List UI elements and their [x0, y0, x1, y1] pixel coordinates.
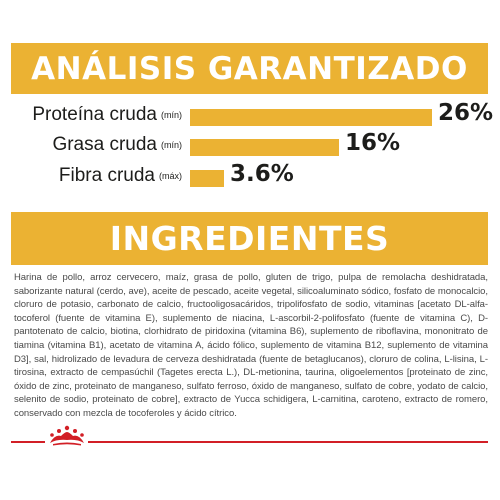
row-label: Grasa cruda (mín) — [52, 134, 182, 155]
footer-divider — [88, 441, 488, 443]
analysis-row-fat: Grasa cruda (mín) 16% — [0, 130, 500, 161]
ingredients-banner: INGREDIENTES — [11, 212, 488, 265]
value-bar — [190, 109, 432, 126]
royal-canin-crown-icon — [50, 425, 84, 446]
row-value: 3.6% — [230, 161, 294, 187]
footer-divider — [11, 441, 45, 443]
analysis-title: ANÁLISIS GARANTIZADO — [31, 50, 468, 87]
value-bar — [190, 170, 224, 187]
row-label: Fibra cruda (máx) — [58, 165, 182, 186]
analysis-banner: ANÁLISIS GARANTIZADO — [11, 43, 488, 94]
row-value: 26% — [438, 100, 494, 126]
ingredients-title: INGREDIENTES — [109, 219, 390, 258]
row-value: 16% — [345, 130, 401, 156]
analysis-row-fiber: Fibra cruda (máx) 3.6% — [0, 161, 500, 192]
row-label: Proteína cruda (mín) — [32, 104, 182, 125]
ingredients-list: Harina de pollo, arroz cervecero, maíz, … — [14, 272, 488, 419]
value-bar — [190, 139, 339, 156]
analysis-row-protein: Proteína cruda (mín) 26% — [0, 100, 500, 131]
